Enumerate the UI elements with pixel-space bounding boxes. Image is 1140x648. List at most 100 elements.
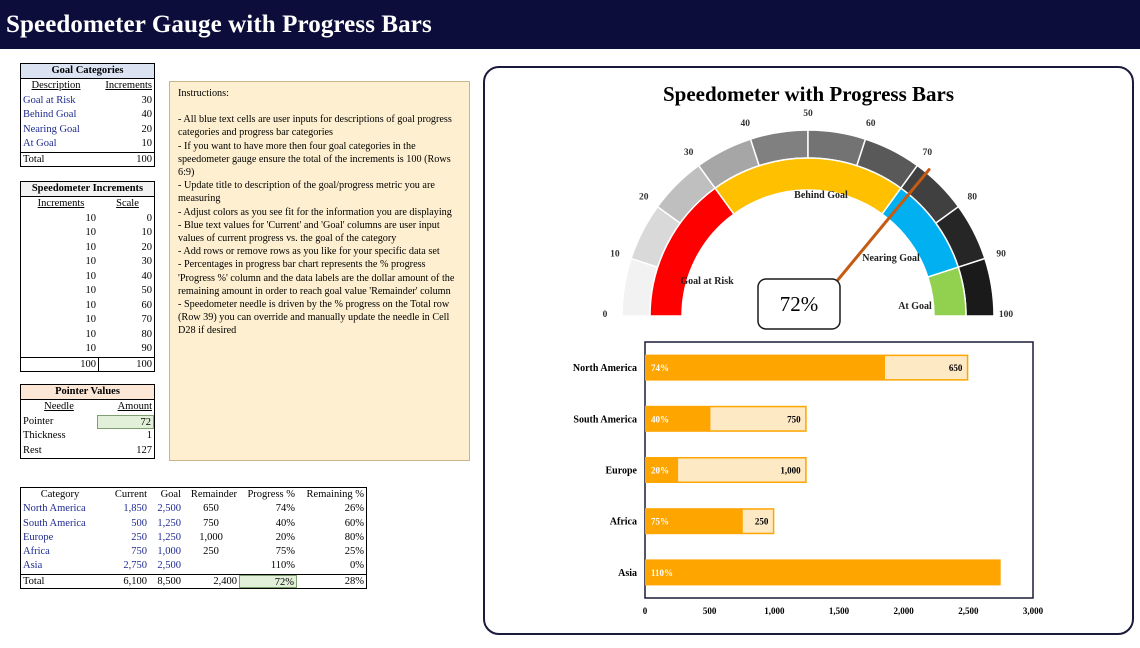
bar-progress[interactable] — [645, 457, 678, 483]
speedometer-increment-row[interactable]: 10 10 — [21, 226, 154, 241]
goal-category-description[interactable]: Goal at Risk — [23, 94, 76, 106]
thickness-value-cell[interactable]: 1 — [146, 430, 152, 441]
goal-cell[interactable]: 1,250 — [157, 531, 181, 543]
remaining-cell[interactable]: 60% — [344, 517, 364, 529]
scale-value[interactable]: 0 — [146, 212, 152, 224]
speedometer-increment-row[interactable]: 10 80 — [21, 328, 154, 343]
goal-category-description[interactable]: Nearing Goal — [23, 123, 80, 135]
total-category[interactable]: Total — [23, 575, 45, 587]
scale-value[interactable]: 40 — [141, 270, 153, 282]
current-cell[interactable]: 2,750 — [123, 560, 147, 572]
increment-value[interactable]: 10 — [85, 212, 97, 224]
increment-value[interactable]: 10 — [85, 227, 97, 238]
category-cell[interactable]: Asia — [23, 560, 43, 572]
remainder-cell[interactable] — [183, 559, 239, 573]
increment-value[interactable]: 10 — [85, 285, 97, 296]
scale-value[interactable]: 70 — [141, 314, 153, 325]
total-label[interactable]: Total — [23, 153, 45, 165]
header-current[interactable]: Current — [114, 489, 147, 500]
goal-category-row[interactable]: Goal at Risk 30 — [21, 94, 154, 109]
rest-value-cell[interactable]: 127 — [136, 444, 152, 456]
total-remaining[interactable]: 28% — [344, 575, 364, 587]
goal-category-increments[interactable]: 10 — [141, 138, 153, 149]
header-goal[interactable]: Goal — [160, 489, 181, 500]
speedometer-increment-row[interactable]: 10 20 — [21, 241, 154, 256]
total-remainder[interactable]: 2,400 — [213, 575, 237, 587]
goal-category-row[interactable]: Behind Goal 40 — [21, 108, 154, 123]
current-cell[interactable]: 1,850 — [123, 503, 147, 515]
progress-bar-chart[interactable]: 650 74% North America 750 40% South America 1,… — [485, 68, 1136, 637]
scale-value[interactable]: 20 — [141, 241, 153, 253]
gauge-band[interactable] — [926, 266, 967, 317]
bar-remainder[interactable] — [883, 354, 969, 381]
category-cell[interactable]: North America — [23, 503, 86, 515]
remainder-cell[interactable]: 1,000 — [199, 531, 223, 543]
increment-value[interactable]: 10 — [85, 328, 97, 340]
total-scale[interactable]: 100 — [98, 357, 154, 371]
speedometer-increment-row[interactable]: 10 30 — [21, 255, 154, 270]
total-current[interactable]: 6,100 — [123, 575, 147, 587]
goal-category-row[interactable]: At Goal 10 — [21, 137, 154, 152]
bar-progress[interactable] — [645, 354, 885, 381]
goal-category-increments[interactable]: 30 — [141, 94, 153, 106]
col-amount[interactable]: Amount — [117, 401, 152, 412]
col-description[interactable]: Description — [31, 80, 81, 91]
table-row[interactable]: Africa 750 1,000 250 75% 25% — [21, 545, 366, 559]
progress-cell[interactable]: 74% — [275, 503, 295, 515]
bar-remainder[interactable] — [708, 405, 807, 432]
scale-value[interactable]: 60 — [141, 299, 153, 311]
goal-category-row[interactable]: Nearing Goal 20 — [21, 123, 154, 138]
speedometer-increment-row[interactable]: 10 40 — [21, 270, 154, 285]
remainder-cell[interactable]: 650 — [203, 503, 219, 515]
table-row[interactable]: Asia 2,750 2,500 110% 0% — [21, 559, 366, 573]
category-cell[interactable]: Africa — [23, 546, 50, 558]
scale-value[interactable]: 50 — [141, 285, 153, 296]
scale-value[interactable]: 30 — [141, 256, 153, 267]
total-increments[interactable]: 100 — [80, 358, 96, 370]
scale-value[interactable]: 10 — [141, 227, 153, 238]
thickness-label[interactable]: Thickness — [23, 430, 66, 441]
speedometer-gauge[interactable]: 0 10 20 30 40 50 60 70 80 90 100 Goal at Risk Behind… — [485, 68, 1136, 338]
header-remaining[interactable]: Remaining % — [306, 489, 364, 500]
header-progress[interactable]: Progress % — [247, 489, 295, 500]
increment-value[interactable]: 10 — [85, 343, 97, 354]
col-scale[interactable]: Scale — [116, 198, 139, 209]
increment-value[interactable]: 10 — [85, 270, 97, 282]
current-cell[interactable]: 250 — [131, 531, 147, 543]
pointer-value-cell[interactable]: 72 — [97, 414, 154, 429]
progress-cell[interactable]: 20% — [275, 531, 295, 543]
increment-value[interactable]: 10 — [85, 314, 97, 325]
bar-remainder[interactable] — [676, 457, 807, 483]
bar-progress[interactable] — [645, 405, 710, 432]
goal-category-increments[interactable]: 20 — [141, 123, 153, 135]
goal-category-increments[interactable]: 40 — [141, 109, 153, 120]
speedometer-increment-row[interactable]: 10 60 — [21, 299, 154, 314]
scale-value[interactable]: 90 — [141, 343, 153, 354]
gauge-needle[interactable] — [817, 168, 931, 304]
increment-value[interactable]: 10 — [85, 256, 97, 267]
bar-remainder[interactable] — [741, 508, 775, 535]
remainder-cell[interactable]: 250 — [203, 546, 219, 558]
bar-progress[interactable] — [645, 508, 742, 535]
table-row[interactable]: Europe 250 1,250 1,000 20% 80% — [21, 531, 366, 545]
progress-cell[interactable]: 75% — [275, 546, 295, 558]
total-goal[interactable]: 8,500 — [157, 575, 181, 587]
progress-cell[interactable]: 110% — [270, 560, 295, 572]
goal-category-description[interactable]: Behind Goal — [23, 109, 77, 120]
instructions-box[interactable]: Instructions: - All blue text cells are u… — [169, 81, 470, 461]
total-value[interactable]: 100 — [136, 153, 152, 165]
remaining-cell[interactable]: 25% — [344, 546, 364, 558]
goal-cell[interactable]: 1,250 — [157, 517, 181, 529]
remaining-cell[interactable]: 26% — [344, 503, 364, 515]
bar-progress[interactable] — [645, 559, 1001, 586]
header-category[interactable]: Category — [40, 489, 80, 500]
increment-value[interactable]: 10 — [85, 241, 97, 253]
header-remainder[interactable]: Remainder — [190, 489, 237, 500]
category-cell[interactable]: Europe — [23, 531, 54, 543]
col-increments[interactable]: Increments — [37, 198, 85, 209]
total-progress[interactable]: 72% — [239, 574, 297, 589]
remaining-cell[interactable]: 0% — [350, 560, 364, 572]
col-needle[interactable]: Needle — [44, 401, 74, 412]
current-cell[interactable]: 500 — [131, 517, 147, 529]
rest-label[interactable]: Rest — [23, 444, 42, 456]
